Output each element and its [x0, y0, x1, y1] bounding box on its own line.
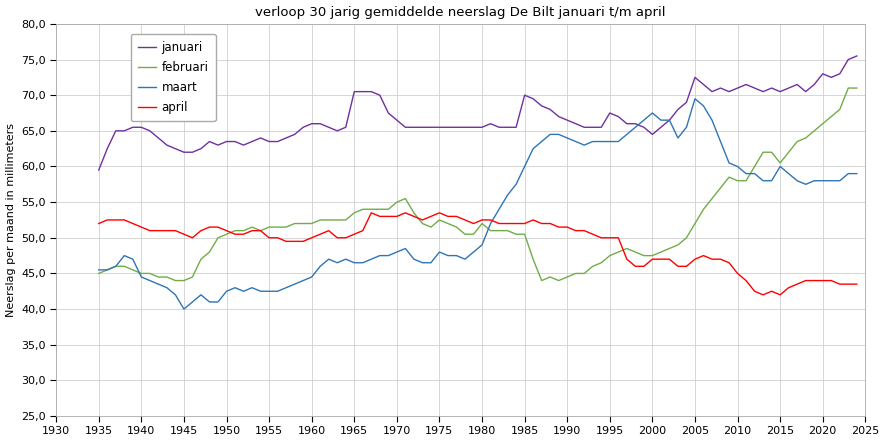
januari	[196, 146, 206, 151]
februari	[332, 217, 342, 223]
Line: maart: maart	[99, 99, 857, 309]
maart	[204, 299, 215, 305]
januari	[94, 168, 104, 173]
januari	[851, 53, 862, 59]
februari	[750, 164, 760, 169]
april	[750, 289, 760, 294]
april	[758, 292, 768, 297]
april	[94, 221, 104, 226]
februari	[94, 271, 104, 276]
maart	[689, 96, 700, 101]
april	[196, 228, 206, 233]
maart	[835, 178, 845, 183]
Title: verloop 30 jarig gemiddelde neerslag De Bilt januari t/m april: verloop 30 jarig gemiddelde neerslag De …	[256, 6, 666, 19]
april	[366, 210, 377, 216]
februari	[851, 85, 862, 91]
januari	[724, 89, 735, 94]
Line: januari: januari	[99, 56, 857, 170]
maart	[851, 171, 862, 176]
april	[630, 263, 641, 269]
februari	[170, 278, 181, 283]
maart	[332, 260, 342, 265]
Y-axis label: Neerslag per maand in millimeters: Neerslag per maand in millimeters	[5, 123, 16, 317]
Line: februari: februari	[99, 88, 857, 281]
maart	[94, 267, 104, 273]
februari	[204, 249, 215, 255]
januari	[323, 125, 334, 130]
januari	[741, 82, 751, 87]
maart	[179, 306, 189, 312]
maart	[741, 171, 751, 176]
Legend: januari, februari, maart, april: januari, februari, maart, april	[131, 34, 216, 121]
april	[851, 282, 862, 287]
februari	[732, 178, 743, 183]
februari	[630, 249, 641, 255]
januari	[818, 71, 828, 76]
april	[835, 282, 845, 287]
januari	[621, 121, 632, 126]
Line: april: april	[99, 213, 857, 295]
maart	[630, 125, 641, 130]
april	[323, 228, 334, 233]
maart	[758, 178, 768, 183]
april	[732, 271, 743, 276]
februari	[843, 85, 854, 91]
februari	[826, 114, 836, 119]
